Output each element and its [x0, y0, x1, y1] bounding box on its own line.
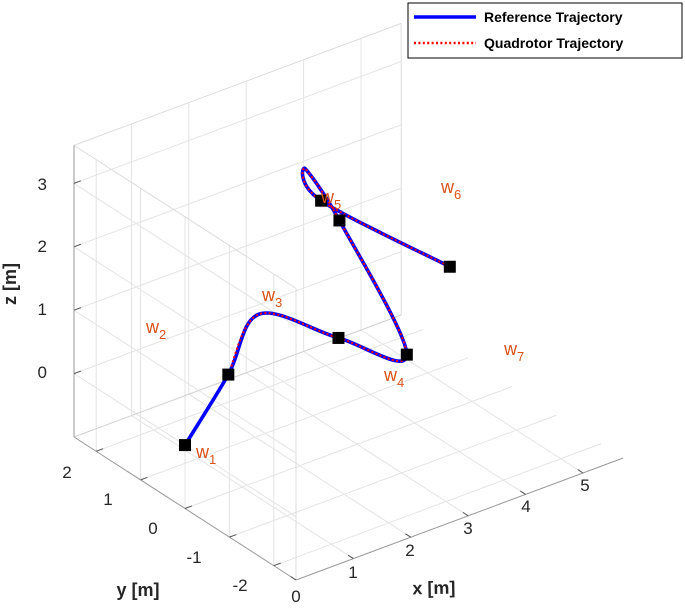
waypoint-subscript: 4 — [397, 375, 404, 390]
legend-box — [407, 2, 683, 59]
waypoints — [179, 194, 456, 452]
x-tick — [462, 511, 469, 517]
back-wall-grid-line — [73, 60, 402, 184]
y-tick-label: 2 — [62, 463, 71, 482]
y-tick-label: -1 — [186, 548, 201, 567]
z-tick — [73, 180, 82, 184]
x-tick — [347, 554, 354, 560]
y-tick-labels: 2 1 0 -1 -2 — [62, 463, 247, 595]
box-edge — [73, 314, 402, 438]
back-wall-grid-line — [73, 251, 402, 375]
legend: Reference Trajectory Quadrotor Trajector… — [407, 2, 683, 59]
waypoint-label: w5 — [320, 187, 341, 212]
back-wall-grid-line — [73, 187, 402, 311]
x-axis-line — [295, 457, 624, 581]
legend-quadrotor-label: Quadrotor Trajectory — [484, 35, 623, 51]
floor-grid-line — [184, 386, 513, 509]
z-tick-labels: 3 2 1 0 — [38, 175, 47, 382]
box-edge — [73, 144, 297, 289]
waypoint-label: w2 — [145, 317, 166, 342]
z-tick-label: 1 — [38, 300, 47, 319]
floor-grid-line — [96, 328, 424, 452]
x-tick-label: 3 — [463, 519, 472, 538]
y-tick-label: 0 — [148, 519, 157, 538]
waypoint-subscript: 6 — [454, 187, 461, 202]
axes-box — [73, 22, 624, 581]
waypoint-marker — [400, 348, 413, 361]
x-tick — [520, 490, 526, 495]
box-edge — [73, 22, 402, 146]
y-tick — [184, 505, 193, 509]
waypoint-marker — [443, 260, 456, 273]
x-tick-label: 4 — [521, 497, 530, 516]
floor-grid-line — [140, 357, 468, 481]
waypoint-letter: w — [261, 285, 276, 305]
z-axis-label: z [m] — [0, 263, 20, 305]
z-tick — [73, 370, 82, 375]
x-tick — [290, 576, 297, 581]
back-wall-grid-line — [73, 124, 402, 248]
y-tick — [140, 476, 148, 481]
z-tick-label: 2 — [38, 237, 47, 256]
waypoint-label: w3 — [261, 285, 282, 310]
y-tick-label: 1 — [103, 490, 112, 509]
waypoint-marker — [332, 331, 345, 344]
waypoint-subscript: 3 — [275, 295, 282, 310]
quadrotor-trajectory-line — [227, 167, 451, 376]
side-wall-grid-line — [73, 309, 297, 454]
side-wall-grid-line — [73, 182, 297, 327]
x-tick — [577, 469, 584, 474]
y-tick-label: -2 — [232, 576, 247, 595]
x-tick-label: 1 — [348, 563, 357, 582]
x-tick — [405, 533, 412, 538]
y-tick — [229, 534, 237, 538]
waypoint-label: w6 — [440, 177, 461, 202]
waypoint-label: w4 — [383, 365, 404, 390]
legend-reference-label: Reference Trajectory — [484, 9, 623, 25]
x-axis-label: x [m] — [412, 578, 455, 599]
side-wall-grid-line — [73, 246, 297, 391]
waypoint-labels: w1 w2 w3 w4 w5 w6 w7 — [145, 177, 524, 467]
waypoint-label: w7 — [503, 339, 524, 364]
waypoint-subscript: 5 — [334, 197, 341, 212]
z-tick-label: 0 — [38, 363, 47, 382]
waypoint-marker — [179, 439, 191, 452]
waypoint-subscript: 1 — [209, 452, 216, 467]
waypoint-label: w1 — [195, 442, 216, 467]
waypoint-subscript: 7 — [517, 349, 524, 364]
y-axis-label: y [m] — [116, 580, 159, 600]
waypoint-letter: w — [383, 365, 398, 385]
waypoint-letter: w — [440, 177, 455, 197]
waypoint-letter: w — [195, 442, 210, 462]
waypoint-marker — [333, 214, 346, 227]
z-tick — [73, 307, 82, 311]
floor-grid-line — [229, 414, 557, 538]
floor-grid-line — [273, 443, 602, 567]
z-tick-label: 3 — [38, 175, 47, 194]
z-tick — [73, 243, 82, 248]
x-tick-labels: 0 1 2 3 4 5 — [291, 476, 589, 606]
x-tick-label: 0 — [291, 587, 300, 606]
y-tick — [96, 448, 104, 452]
waypoint-letter: w — [145, 317, 160, 337]
x-tick-label: 5 — [580, 476, 589, 495]
waypoint-subscript: 2 — [159, 327, 166, 342]
waypoint-marker — [222, 368, 235, 381]
waypoint-marker — [315, 194, 328, 207]
x-tick-label: 2 — [405, 541, 414, 560]
y-tick — [273, 562, 281, 567]
waypoint-letter: w — [503, 339, 518, 359]
waypoint-letter: w — [320, 187, 335, 207]
